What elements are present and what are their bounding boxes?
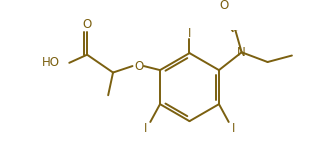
Text: O: O <box>134 60 143 73</box>
Text: O: O <box>82 18 92 31</box>
Text: I: I <box>188 27 191 40</box>
Text: N: N <box>237 46 246 59</box>
Text: HO: HO <box>42 56 59 69</box>
Text: I: I <box>232 122 235 135</box>
Text: O: O <box>219 0 228 12</box>
Text: I: I <box>144 122 147 135</box>
